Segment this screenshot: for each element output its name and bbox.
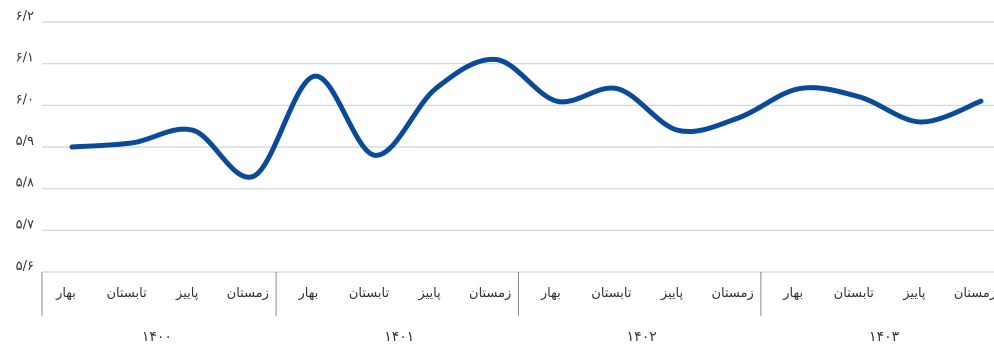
x-tick-label: تابستان xyxy=(349,286,390,301)
data-point xyxy=(70,145,75,150)
y-tick-label: ۵/۷ xyxy=(16,217,34,232)
data-point xyxy=(191,128,196,133)
x-tick-label: بهار xyxy=(55,286,76,301)
x-tick-label: پاییز xyxy=(660,286,684,301)
series-line xyxy=(69,56,984,180)
y-tick-label: ۵/۹ xyxy=(16,134,34,149)
x-tick-label: زمستان xyxy=(227,286,269,301)
data-point xyxy=(433,86,438,91)
y-tick-label: ۶/۰ xyxy=(16,92,34,107)
data-point xyxy=(979,99,984,104)
x-tick-label: بهار xyxy=(782,286,803,301)
data-point xyxy=(918,120,923,125)
data-point xyxy=(797,86,802,91)
x-tick-label: زمستان xyxy=(711,286,753,301)
data-point xyxy=(736,115,741,120)
y-tick-label: ۵/۶ xyxy=(16,259,34,274)
year-label: ۱۴۰۱ xyxy=(384,329,414,345)
data-point xyxy=(857,95,862,100)
data-point xyxy=(554,99,559,104)
grid-lines xyxy=(42,21,994,273)
x-tick-label: زمستان xyxy=(469,286,511,301)
y-tick-label: ۶/۲ xyxy=(16,9,34,24)
year-label: ۱۴۰۰ xyxy=(142,329,172,345)
x-tick-label: پاییز xyxy=(175,286,199,301)
y-axis-ticks: ۶/۲ ۶/۱ ۶/۰ ۵/۹ ۵/۸ ۵/۷ ۵/۶ xyxy=(16,9,34,274)
data-point xyxy=(251,174,256,179)
x-tick-label: بهار xyxy=(540,286,561,301)
y-tick-label: ۶/۱ xyxy=(16,51,34,66)
x-tick-label: تابستان xyxy=(591,286,632,301)
year-label: ۱۴۰۳ xyxy=(869,329,900,345)
y-tick-label: ۵/۸ xyxy=(16,176,34,191)
x-tick-label: تابستان xyxy=(106,286,147,301)
data-point xyxy=(130,140,135,145)
data-point xyxy=(312,74,317,79)
x-tick-label: پاییز xyxy=(417,286,441,301)
x-tick-label: تابستان xyxy=(834,286,875,301)
data-point xyxy=(676,128,681,133)
data-point xyxy=(615,86,620,91)
data-point xyxy=(373,153,378,158)
x-tick-label: بهار xyxy=(297,286,318,301)
x-axis: بهار تابستان پاییز زمستان بهار تابستان پاییز زم… xyxy=(41,272,994,345)
x-tick-label: زمستان xyxy=(954,286,994,301)
x-tick-label: پاییز xyxy=(902,286,926,301)
series-lines xyxy=(69,56,984,180)
year-label: ۱۴۰۲ xyxy=(627,329,657,345)
data-point xyxy=(494,57,499,62)
